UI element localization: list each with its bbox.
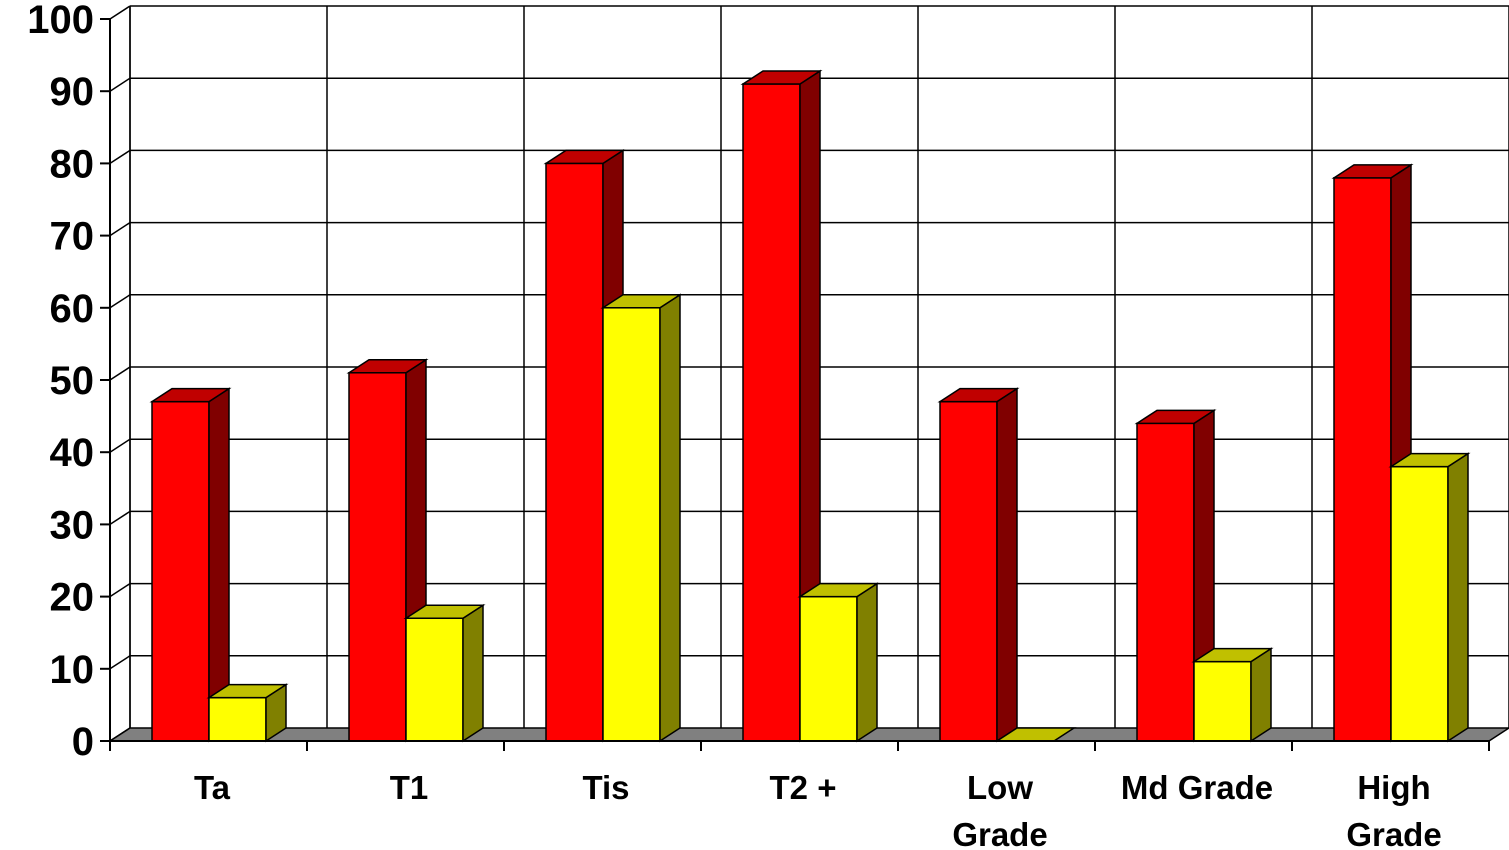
x-category-label: Low Grade: [952, 769, 1047, 850]
bar-1-1: [149, 387, 232, 743]
bar-2-4: [797, 582, 880, 743]
bar-2-7: [1388, 452, 1471, 743]
bar-front: [1136, 422, 1195, 742]
y-tick-label: 30: [50, 503, 95, 547]
bar-side: [856, 582, 878, 743]
x-category-label-line: Low: [967, 769, 1033, 806]
bar-top: [149, 387, 232, 403]
bar-side: [996, 387, 1018, 743]
gridline-depth: [109, 149, 131, 165]
y-tick-label: 100: [27, 0, 94, 42]
gridline-depth: [109, 366, 131, 381]
bar-front: [545, 162, 604, 742]
bar-top: [206, 683, 289, 699]
x-category-label: Tis: [582, 769, 629, 806]
y-tick-label: 60: [50, 287, 95, 331]
bar-top: [740, 70, 823, 85]
bar-top: [937, 387, 1020, 403]
axes: [100, 18, 1490, 751]
x-category-label-line: Grade: [952, 816, 1047, 850]
x-category-label-line: T1: [390, 769, 429, 806]
bar-side: [1447, 452, 1469, 743]
x-category-label: Md Grade: [1121, 769, 1273, 806]
bar-front: [151, 400, 210, 742]
bar-top: [543, 149, 626, 165]
gridline-depth: [109, 510, 131, 526]
bar-front: [208, 696, 267, 742]
bar-top: [797, 582, 880, 598]
gridline-depth: [109, 582, 131, 598]
y-tick-label: 70: [50, 215, 95, 259]
bar-2-1: [206, 683, 289, 743]
labels: 0 10 20 30 40 50 60 70 80 90 100 Ta T1 Tis T2 + Low Grad…: [27, 0, 1441, 850]
y-tick-label: 0: [72, 720, 94, 764]
bar-1-2: [346, 358, 429, 743]
bar-top: [346, 359, 429, 374]
bar-2-6: [1191, 647, 1274, 743]
bar-2-2: [403, 603, 486, 743]
bar-side: [1250, 647, 1272, 743]
gridline-depth: [109, 655, 131, 670]
y-tick-label: 80: [50, 142, 95, 186]
gridline-depth: [109, 5, 131, 20]
y-tick-label: 10: [50, 648, 95, 692]
y-tick-label: 50: [50, 359, 95, 403]
bar-top: [1191, 647, 1274, 663]
bar-front: [1333, 177, 1392, 742]
y-tick-label: 40: [50, 431, 95, 475]
bar-top: [403, 604, 486, 620]
gridline-depth: [109, 221, 131, 237]
bar-front: [602, 307, 661, 742]
bar-front: [742, 83, 801, 742]
bar-front: [405, 617, 464, 742]
x-category-label: Ta: [194, 769, 231, 806]
bar-side: [659, 293, 681, 743]
bars: [149, 69, 1471, 743]
x-category-label: T1: [390, 769, 429, 806]
bar-front: [939, 400, 998, 742]
gridline-depth: [109, 77, 131, 92]
x-category-label: High Grade: [1346, 769, 1441, 850]
bar-front: [1390, 465, 1449, 742]
bar-front: [348, 372, 407, 742]
bar-top: [1331, 164, 1414, 179]
bar-front: [1193, 660, 1252, 742]
x-category-label-line: Md Grade: [1121, 769, 1273, 806]
x-category-label-line: High: [1357, 769, 1430, 806]
bar-1-5: [937, 387, 1020, 743]
bar-top: [1388, 452, 1471, 468]
y-tick-label: 20: [50, 576, 95, 620]
bar-top: [1134, 409, 1217, 425]
x-category-label-line: T2 +: [770, 769, 837, 806]
gridline-depth: [109, 438, 131, 453]
x-category-label-line: Tis: [582, 769, 629, 806]
x-category-label-line: Grade: [1346, 816, 1441, 850]
gridline-depth: [109, 294, 131, 309]
x-category-label-line: Ta: [194, 769, 231, 806]
bar-top: [600, 294, 683, 309]
bar-side: [462, 603, 484, 743]
y-tick-label: 90: [50, 70, 95, 114]
bar-front: [799, 595, 858, 742]
x-category-label: T2 +: [770, 769, 837, 806]
bar-2-3: [600, 293, 683, 743]
